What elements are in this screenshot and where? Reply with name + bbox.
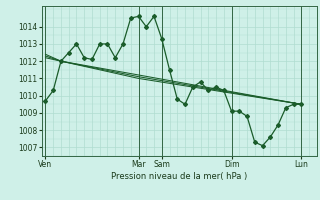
X-axis label: Pression niveau de la mer( hPa ): Pression niveau de la mer( hPa ) bbox=[111, 172, 247, 181]
